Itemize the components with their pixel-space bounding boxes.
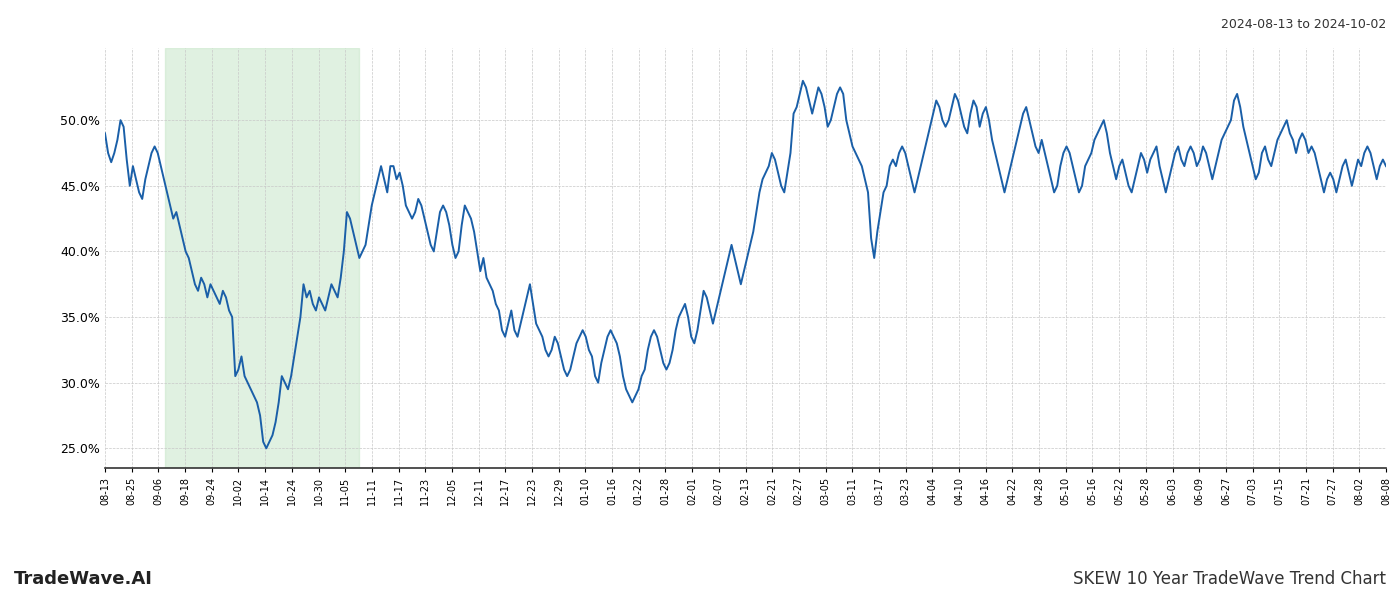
- Text: SKEW 10 Year TradeWave Trend Chart: SKEW 10 Year TradeWave Trend Chart: [1072, 570, 1386, 588]
- Bar: [165, 48, 358, 468]
- Text: TradeWave.AI: TradeWave.AI: [14, 570, 153, 588]
- Text: 2024-08-13 to 2024-10-02: 2024-08-13 to 2024-10-02: [1221, 18, 1386, 31]
